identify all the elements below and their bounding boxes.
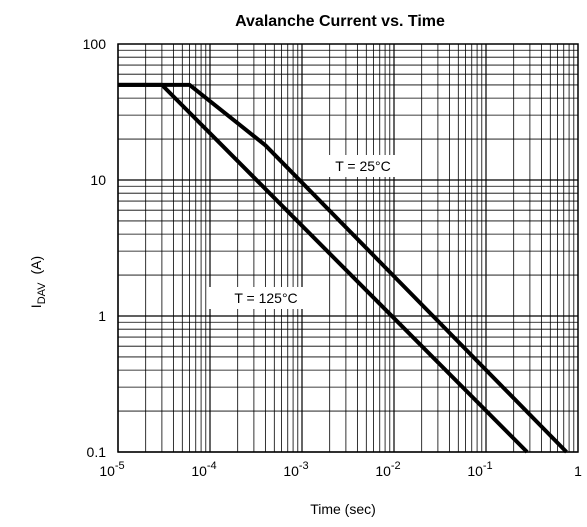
y-axis-label-main: I [28, 304, 44, 308]
x-tick-labels: 10-5 10-4 10-3 10-2 10-1 1 [99, 460, 582, 479]
series-label-t25: T = 25°C [335, 158, 391, 174]
y-tick-label: 1 [98, 308, 106, 324]
plot-frame [117, 43, 579, 453]
y-tick-label: 10 [90, 172, 106, 188]
x-tick-label: 10-5 [99, 460, 124, 479]
chart-title: Avalanche Current vs. Time [235, 13, 445, 30]
y-tick-label: 0.1 [87, 444, 107, 460]
series-label-bg [208, 287, 324, 309]
x-axis-label: Time (sec) [310, 501, 376, 517]
y-axis-label-unit: (A) [28, 256, 44, 275]
x-tick-label: 10-2 [375, 460, 400, 479]
x-tick-label: 10-3 [283, 460, 308, 479]
series-annotations: T = 25°C T = 125°C [208, 155, 416, 309]
series-line-t125 [118, 82, 529, 454]
x-tick-label: 1 [574, 463, 582, 479]
y-axis-label: IDAV (A) [28, 256, 48, 308]
x-tick-label: 10-1 [467, 460, 492, 479]
series-label-bg [310, 155, 416, 177]
series-label-t125: T = 125°C [234, 290, 297, 306]
series-layer [118, 82, 568, 454]
y-axis-label-sub: DAV [36, 282, 48, 304]
x-tick-label: 10-4 [191, 460, 216, 479]
y-tick-label: 100 [83, 36, 107, 52]
y-tick-labels: 100 10 1 0.1 [83, 36, 107, 460]
